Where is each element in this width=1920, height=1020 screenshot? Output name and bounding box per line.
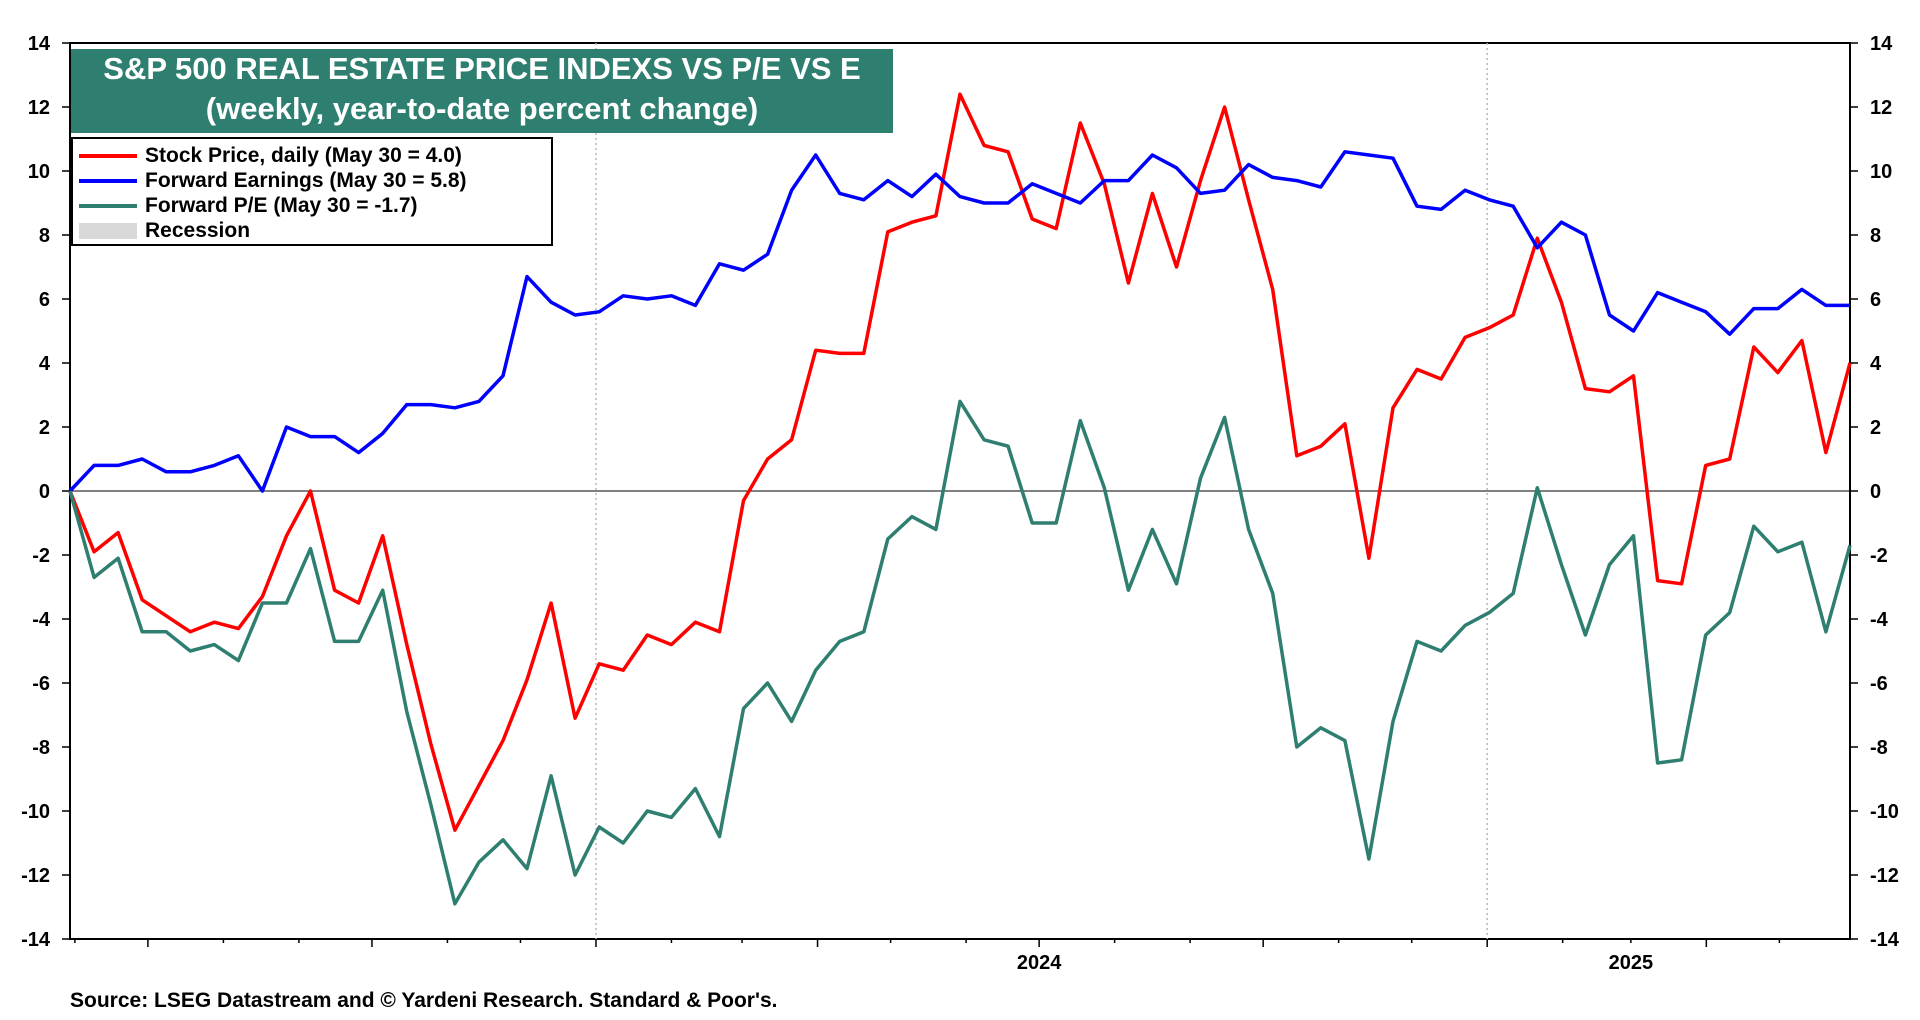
legend-item-recession: Recession <box>79 218 551 243</box>
y-tick-label-left: 8 <box>39 225 50 247</box>
series-line-0 <box>68 92 1852 832</box>
legend-item-stock-price: Stock Price, daily (May 30 = 4.0) <box>79 143 551 168</box>
legend-swatch-recession <box>79 222 137 239</box>
y-tick-label-right: 2 <box>1870 417 1881 439</box>
legend-swatch-forward-pe <box>79 203 137 208</box>
chart-title-line-2: (weekly, year-to-date percent change) <box>205 91 759 126</box>
series-line-1 <box>68 150 1850 493</box>
y-tick-label-left: -8 <box>32 737 50 759</box>
series-layer <box>68 92 1852 906</box>
legend-label-recession: Recession <box>145 218 251 242</box>
axis-layer: -14 -14 -12 -12 -10 -10 -8 -8 -6 -6 -4 -4 -2 -2 0 0 2 2 4 4… <box>21 33 1900 974</box>
y-tick-label-right: 8 <box>1870 225 1881 247</box>
legend-label-forward-earnings: Forward Earnings (May 30 = 5.8) <box>145 168 467 192</box>
y-tick-label-left: -14 <box>21 929 51 951</box>
legend-item-forward-earnings: Forward Earnings (May 30 = 5.8) <box>79 168 551 193</box>
y-tick-label-left: 12 <box>28 97 50 119</box>
y-tick-label-left: -6 <box>32 673 50 695</box>
x-tick-label: 2025 <box>1609 952 1654 974</box>
y-tick-label-left: 2 <box>39 417 50 439</box>
y-tick-label-left: 10 <box>28 161 50 183</box>
y-tick-label-right: -12 <box>1870 865 1899 887</box>
grid-layer <box>70 43 1850 939</box>
y-tick-label-right: 4 <box>1870 353 1882 375</box>
y-tick-label-right: 10 <box>1870 161 1892 183</box>
legend-label-stock-price: Stock Price, daily (May 30 = 4.0) <box>145 143 462 167</box>
y-tick-label-right: -8 <box>1870 737 1888 759</box>
legend: Stock Price, daily (May 30 = 4.0) Forwar… <box>71 137 553 246</box>
y-tick-label-right: -10 <box>1870 801 1899 823</box>
y-tick-label-right: -4 <box>1870 609 1889 631</box>
y-tick-label-left: -10 <box>21 801 50 823</box>
y-tick-label-right: 12 <box>1870 97 1892 119</box>
legend-swatch-forward-earnings <box>79 178 137 183</box>
y-tick-label-right: -6 <box>1870 673 1888 695</box>
y-tick-label-right: -2 <box>1870 545 1888 567</box>
legend-item-forward-pe: Forward P/E (May 30 = -1.7) <box>79 193 551 218</box>
y-tick-label-right: 0 <box>1870 481 1881 503</box>
y-tick-label-left: -4 <box>32 609 51 631</box>
y-tick-label-left: 4 <box>39 353 51 375</box>
y-tick-label-right: 6 <box>1870 289 1881 311</box>
y-tick-label-right: 14 <box>1870 33 1893 55</box>
chart-title-line-1: S&P 500 REAL ESTATE PRICE INDEXS VS P/E … <box>103 51 861 86</box>
y-tick-label-left: 0 <box>39 481 50 503</box>
series-line-2 <box>68 399 1852 906</box>
y-tick-label-left: -2 <box>32 545 50 567</box>
legend-label-forward-pe: Forward P/E (May 30 = -1.7) <box>145 193 418 217</box>
y-tick-label-left: 14 <box>28 33 51 55</box>
legend-swatch-stock-price <box>79 153 137 158</box>
chart-title-box: S&P 500 REAL ESTATE PRICE INDEXS VS P/E … <box>71 49 893 133</box>
x-tick-label: 2024 <box>1017 952 1062 974</box>
source-note: Source: LSEG Datastream and © Yardeni Re… <box>70 989 778 1012</box>
y-tick-label-right: -14 <box>1870 929 1900 951</box>
y-tick-label-left: 6 <box>39 289 50 311</box>
y-tick-label-left: -12 <box>21 865 50 887</box>
